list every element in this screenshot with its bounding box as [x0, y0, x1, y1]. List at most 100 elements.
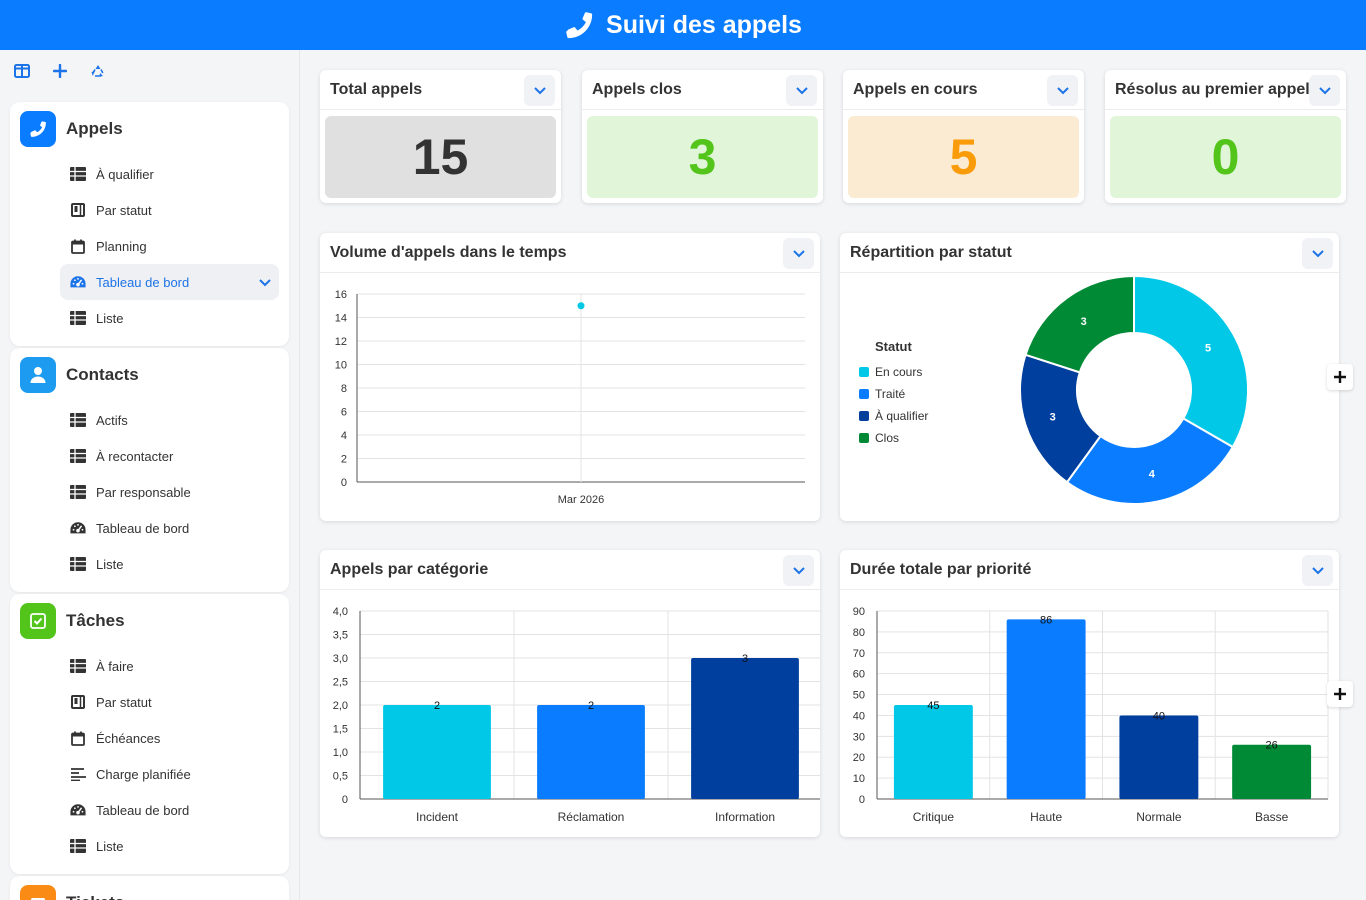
add-widget-button[interactable]: [1327, 681, 1353, 707]
table-icon: [70, 412, 86, 428]
table-icon: [70, 838, 86, 854]
sidebar-item[interactable]: À recontacter: [10, 438, 289, 474]
kpi-title: Total appels: [330, 80, 423, 98]
legend-swatch: [859, 367, 869, 377]
phone-icon: [20, 111, 56, 147]
donut-slice: [1019, 353, 1102, 484]
sidebar-item-label: Tableau de bord: [96, 274, 190, 290]
legend-swatch: [859, 433, 869, 443]
sidebar-item[interactable]: Par responsable: [10, 474, 289, 510]
kpi-card: Appels clos 3: [582, 70, 823, 203]
dropdown-button[interactable]: [783, 555, 814, 586]
legend-label: À qualifier: [875, 408, 928, 423]
dashboard-icon: [70, 520, 86, 536]
bar: [537, 705, 645, 799]
sidebar-item-label: À faire: [96, 658, 134, 674]
dashboard-icon: [70, 274, 86, 290]
dropdown-button[interactable]: [783, 238, 814, 269]
plus-icon[interactable]: [50, 61, 70, 81]
y-tick-label: 80: [853, 627, 865, 639]
y-tick-label: 1,5: [333, 724, 348, 736]
sidebar-item[interactable]: Tableau de bord: [10, 792, 289, 828]
bar-value-label: 2: [588, 700, 594, 712]
dropdown-button[interactable]: [524, 75, 555, 106]
chevron-down-icon: [1056, 86, 1069, 94]
sidebar-item[interactable]: Planning: [10, 228, 289, 264]
sidebar-item-label: Par statut: [96, 694, 152, 710]
legend-label: Clos: [875, 431, 899, 445]
status-chart-card: Répartition par statut Statut En cours Tra…: [840, 233, 1339, 521]
bar-value-label: 45: [927, 700, 939, 712]
recycle-icon[interactable]: [88, 61, 108, 81]
chevron-down-icon[interactable]: [259, 275, 271, 290]
sidebar-item-label: Par responsable: [96, 484, 191, 500]
kpi-card: Résolus au premier appel 0: [1105, 70, 1346, 203]
sidebar-item[interactable]: À qualifier: [10, 156, 289, 192]
sidebar-group: Tâches À faire Par statut Échéances Char…: [10, 594, 289, 874]
priority-chart-title: Durée totale par priorité: [850, 560, 1032, 578]
sidebar-item[interactable]: Échéances: [10, 720, 289, 756]
sidebar-item[interactable]: Par statut: [10, 684, 289, 720]
sidebar-item[interactable]: Liste: [10, 546, 289, 582]
sidebar-group-header[interactable]: Appels: [10, 102, 289, 156]
y-tick-label: 30: [853, 731, 865, 743]
legend-label: Traité: [875, 387, 906, 401]
sidebar-group-header[interactable]: Tâches: [10, 594, 289, 648]
y-tick-label: 1,0: [333, 747, 348, 759]
chevron-down-icon: [1318, 86, 1331, 94]
kanban-icon: [70, 694, 86, 710]
sidebar-item[interactable]: Par statut: [10, 192, 289, 228]
donut-slice: [1065, 417, 1235, 505]
category-chart-title: Appels par catégorie: [330, 560, 489, 578]
dropdown-button[interactable]: [1047, 75, 1078, 106]
sidebar-item[interactable]: Liste: [10, 828, 289, 864]
sidebar-group: Appels À qualifier Par statut Planning T…: [10, 102, 289, 346]
legend-title: Statut: [875, 339, 913, 354]
dropdown-button[interactable]: [1302, 555, 1333, 586]
columns-icon[interactable]: [12, 61, 32, 81]
kpi-card-header: Résolus au premier appel: [1105, 70, 1346, 110]
table-icon: [70, 448, 86, 464]
sidebar-item[interactable]: À faire: [10, 648, 289, 684]
kpi-card-header: Appels clos: [582, 70, 823, 110]
bar-value-label: 40: [1153, 710, 1165, 722]
donut-slice: [1024, 274, 1135, 374]
sidebar-item-label: Échéances: [96, 730, 161, 746]
bar: [1006, 619, 1086, 799]
sidebar-item-label: Charge planifiée: [96, 766, 191, 782]
dropdown-button[interactable]: [786, 75, 817, 106]
y-tick-label: 0: [342, 794, 348, 806]
sidebar-item[interactable]: Liste: [10, 300, 289, 336]
sidebar-group-title: Appels: [66, 119, 123, 138]
gantt-icon: [70, 766, 86, 782]
sidebar-item[interactable]: Charge planifiée: [10, 756, 289, 792]
sidebar-item-label: Actifs: [96, 412, 128, 428]
y-tick-label: 20: [853, 752, 865, 764]
sidebar-group-header[interactable]: Tickets: [10, 876, 289, 900]
sidebar-item[interactable]: Tableau de bord: [10, 510, 289, 546]
slice-label: 4: [1149, 469, 1156, 481]
y-tick-label: 2,0: [333, 700, 348, 712]
add-widget-button[interactable]: [1327, 364, 1353, 390]
sidebar-item[interactable]: Actifs: [10, 402, 289, 438]
sidebar-item[interactable]: Tableau de bord: [60, 264, 279, 300]
table-icon: [70, 310, 86, 326]
sidebar-group-header[interactable]: Contacts: [10, 348, 289, 402]
kpi-value: 3: [587, 116, 818, 198]
x-tick-label: Incident: [416, 810, 459, 824]
bar: [893, 705, 973, 799]
bar-value-label: 2: [434, 700, 440, 712]
dropdown-button[interactable]: [1302, 238, 1333, 269]
x-tick-label: Critique: [913, 810, 955, 824]
y-tick-label: 4,0: [333, 606, 348, 618]
dropdown-button[interactable]: [1309, 75, 1340, 106]
y-tick-label: 10: [853, 773, 865, 785]
y-tick-label: 0: [859, 794, 865, 806]
calendar-icon: [70, 730, 86, 746]
legend-label: En cours: [875, 365, 922, 379]
bar: [691, 658, 799, 799]
bar-value-label: 3: [742, 653, 748, 665]
sidebar-item-label: Par statut: [96, 202, 152, 218]
table-icon: [70, 484, 86, 500]
bar: [1119, 715, 1199, 799]
